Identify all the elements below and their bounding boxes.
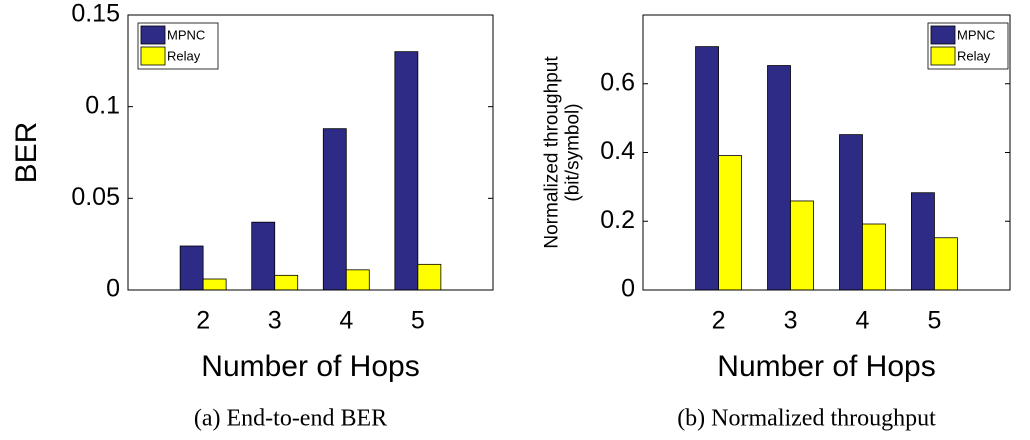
y-tick-label: 0.4 xyxy=(600,137,635,165)
legend-label: MPNC xyxy=(167,27,205,42)
bar xyxy=(911,192,935,291)
legend-swatch xyxy=(930,25,956,45)
legend-swatch xyxy=(140,46,166,66)
y-axis-label: BER xyxy=(10,122,43,184)
x-tick-label: 2 xyxy=(712,307,726,335)
x-tick-label: 3 xyxy=(784,307,798,335)
axes-box xyxy=(642,14,1011,291)
bar xyxy=(839,134,863,291)
bar xyxy=(202,278,227,291)
bar xyxy=(251,221,276,291)
x-axis-label: Number of Hops xyxy=(201,350,419,383)
x-axis-label: Number of Hops xyxy=(717,350,935,383)
x-tick-label: 3 xyxy=(268,307,282,335)
legend-swatch xyxy=(930,46,956,66)
legend-label: Relay xyxy=(167,48,201,63)
bar xyxy=(394,51,419,291)
legend: MPNC Relay xyxy=(927,22,1009,70)
x-tick-label: 2 xyxy=(196,307,210,335)
x-tick-label: 4 xyxy=(339,307,353,335)
y-tick-label: 0.2 xyxy=(600,206,635,234)
bar xyxy=(790,200,814,291)
legend: MPNC Relay xyxy=(137,22,219,70)
x-tick-label: 5 xyxy=(411,307,425,335)
bar xyxy=(767,65,791,291)
bar xyxy=(718,155,742,291)
x-tick-label: 5 xyxy=(927,307,941,335)
bar xyxy=(322,128,347,291)
caption: (b) Normalized throughput xyxy=(677,406,936,432)
bar xyxy=(862,223,886,291)
y-tick-label: 0.1 xyxy=(85,91,120,119)
y-axis-label: (bit/symbol) xyxy=(562,103,583,201)
bar xyxy=(179,245,204,291)
y-tick-label: 0 xyxy=(621,275,635,303)
y-tick-label: 0.05 xyxy=(71,183,120,211)
legend-swatch xyxy=(140,25,166,45)
x-tick-label: 4 xyxy=(856,307,870,335)
y-tick-label: 0 xyxy=(106,275,120,303)
y-axis-label: Normalized throughput xyxy=(542,56,563,249)
bar xyxy=(345,269,370,291)
bar xyxy=(417,263,442,291)
bar xyxy=(695,46,719,291)
y-tick-label: 0.15 xyxy=(71,0,120,28)
legend-label: MPNC xyxy=(957,27,995,42)
axes-box xyxy=(127,14,494,291)
bar xyxy=(274,274,299,291)
legend-label: Relay xyxy=(957,48,991,63)
bar xyxy=(934,237,958,291)
caption: (a) End-to-end BER xyxy=(194,406,387,432)
y-tick-label: 0.6 xyxy=(600,68,635,96)
